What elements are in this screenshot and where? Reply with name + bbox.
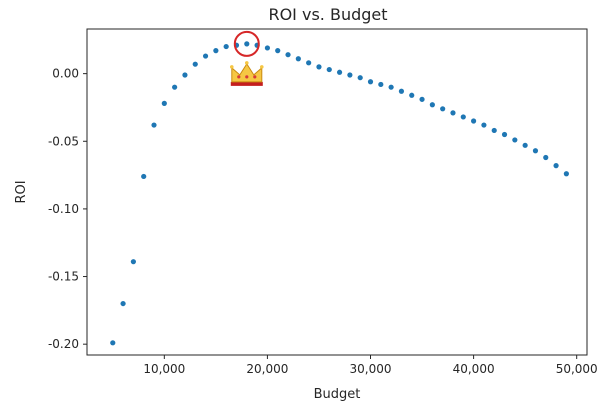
data-point <box>553 163 559 169</box>
data-point <box>460 114 466 120</box>
data-point <box>522 142 528 148</box>
x-axis: 10,000 20,000 30,000 40,000 50,000 <box>143 355 598 376</box>
data-point <box>481 122 487 128</box>
data-point <box>192 61 198 67</box>
data-point <box>172 84 178 90</box>
x-tick-label: 30,000 <box>350 362 392 376</box>
data-point <box>409 92 415 98</box>
data-point <box>398 88 405 94</box>
y-tick-label: -0.10 <box>48 202 79 216</box>
data-point <box>440 106 446 112</box>
highlight-circle <box>233 30 260 57</box>
data-point <box>130 259 136 265</box>
data-point <box>532 148 539 154</box>
data-point <box>182 72 188 78</box>
plot-area <box>86 28 588 356</box>
data-point <box>223 43 229 50</box>
scatter-series <box>110 41 569 346</box>
data-point <box>202 53 209 59</box>
y-axis-label: ROI <box>14 180 29 203</box>
y-tick-label: -0.15 <box>48 270 79 284</box>
data-point <box>543 154 549 161</box>
data-point <box>316 64 322 70</box>
data-point <box>336 69 343 75</box>
data-point <box>450 110 456 116</box>
x-tick-label: 40,000 <box>453 362 495 376</box>
chart-title: ROI vs. Budget <box>268 5 387 24</box>
data-point <box>378 81 384 88</box>
data-point <box>429 102 435 108</box>
data-point <box>357 75 363 81</box>
data-point <box>326 66 332 73</box>
data-point <box>367 79 374 85</box>
data-point <box>244 41 250 47</box>
x-tick-label: 10,000 <box>143 362 185 376</box>
data-point <box>264 45 271 51</box>
data-point <box>151 122 157 128</box>
data-point <box>347 72 353 78</box>
y-tick-label: -0.05 <box>48 134 79 148</box>
x-axis-label: Budget <box>314 387 361 402</box>
data-point <box>285 52 291 58</box>
data-point <box>161 100 167 106</box>
data-point <box>501 131 508 138</box>
data-point <box>213 48 219 54</box>
data-point <box>275 48 281 54</box>
y-tick-label: 0.00 <box>52 67 79 81</box>
data-point <box>470 118 477 124</box>
data-point <box>306 60 312 66</box>
data-point <box>419 96 425 102</box>
y-tick-label: -0.20 <box>48 337 79 351</box>
data-point <box>512 137 518 143</box>
data-point <box>110 340 116 346</box>
data-point <box>141 173 147 180</box>
data-point <box>388 84 394 90</box>
y-axis: 0.00 -0.05 -0.10 -0.15 -0.20 <box>48 67 87 351</box>
data-point <box>295 56 301 62</box>
data-point <box>563 171 569 177</box>
data-point <box>491 127 497 134</box>
x-tick-label: 50,000 <box>556 362 598 376</box>
x-tick-label: 20,000 <box>246 362 288 376</box>
data-point <box>120 300 126 307</box>
crown-icon <box>229 61 264 86</box>
